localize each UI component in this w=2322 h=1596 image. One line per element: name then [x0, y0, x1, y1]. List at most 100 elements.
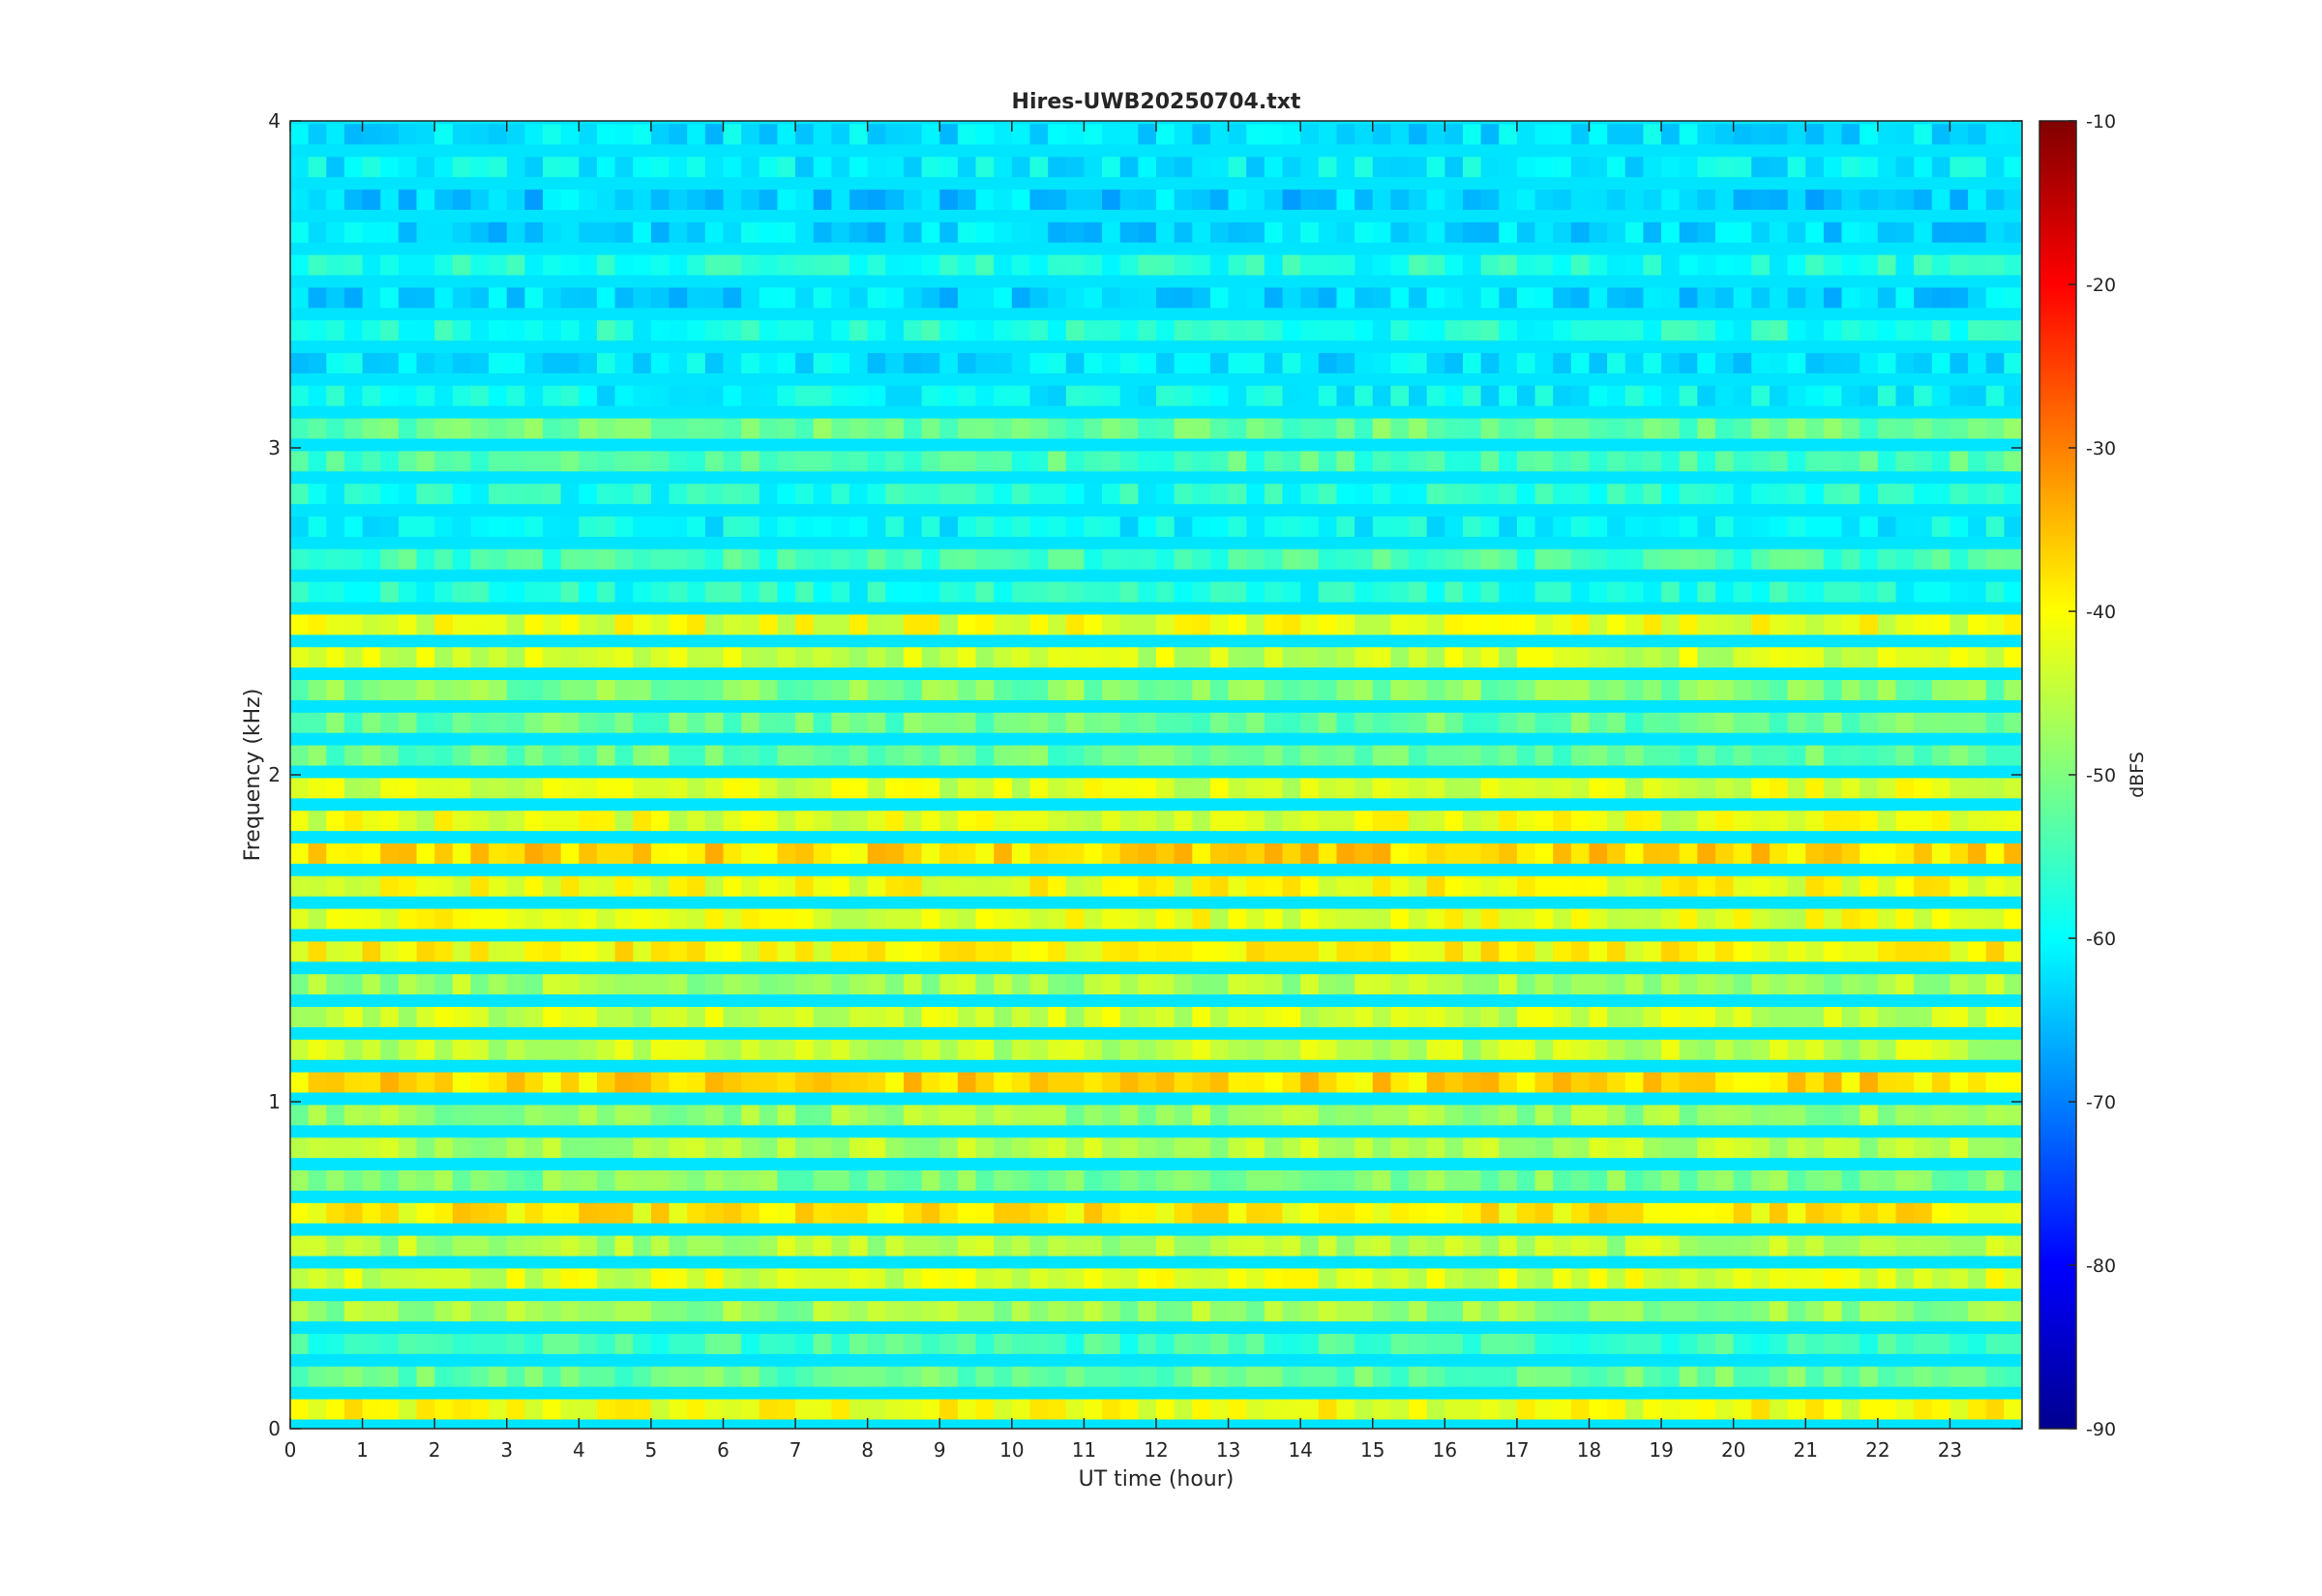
heatmap-cell: [1624, 1301, 1645, 1322]
heatmap-cell: [614, 875, 634, 897]
heatmap-cell: [362, 352, 381, 373]
heatmap-cell: [1156, 1202, 1176, 1224]
heatmap-cell: [416, 516, 435, 537]
heatmap-cell: [1372, 745, 1391, 766]
heatmap-cell: [975, 320, 995, 341]
heatmap-cell: [1715, 974, 1735, 995]
heatmap-cell: [650, 581, 670, 603]
heatmap-cell: [1715, 287, 1735, 309]
heatmap-cell: [1048, 614, 1067, 635]
heatmap-cell: [1084, 614, 1103, 635]
heatmap-cell: [1444, 222, 1464, 243]
heatmap-cell: [1065, 385, 1086, 406]
heatmap-cell: [1246, 1202, 1265, 1224]
heatmap-cell: [489, 941, 508, 962]
heatmap-cell: [1462, 451, 1482, 472]
heatmap-cell: [380, 1366, 400, 1387]
heatmap-cell: [1300, 254, 1320, 276]
heatmap-cell: [380, 157, 400, 178]
heatmap-cell: [633, 352, 652, 373]
heatmap-cell: [308, 451, 327, 472]
heatmap-cell: [687, 647, 706, 668]
heatmap-cell: [1174, 875, 1193, 897]
colorbar-label: dBFS: [2127, 752, 2148, 798]
heatmap-cell: [1300, 1039, 1320, 1060]
heatmap-cell: [1409, 1235, 1428, 1256]
heatmap-cell: [1895, 484, 1915, 505]
heatmap-cell: [506, 712, 525, 733]
heatmap-cell: [380, 484, 400, 505]
heatmap-cell: [939, 189, 959, 210]
heatmap-cell: [759, 254, 779, 276]
heatmap-cell: [1985, 1268, 2005, 1289]
heatmap-cell: [1228, 418, 1247, 439]
heatmap-cell: [1228, 745, 1247, 766]
heatmap-cell: [759, 908, 779, 930]
heatmap-cell: [1950, 1202, 1969, 1224]
heatmap-cell: [579, 451, 598, 472]
heatmap-cell: [975, 1169, 995, 1191]
heatmap-cell: [650, 1268, 670, 1289]
heatmap-cell: [1914, 614, 1933, 635]
heatmap-cell: [1119, 679, 1139, 700]
heatmap-cell: [921, 581, 940, 603]
heatmap-cell: [579, 974, 598, 995]
heatmap-cell: [885, 712, 905, 733]
heatmap-cell: [1499, 320, 1518, 341]
heatmap-cell: [1354, 189, 1374, 210]
heatmap-cell: [1769, 124, 1789, 145]
heatmap-cell: [1300, 222, 1320, 243]
heatmap-cell: [1950, 875, 1969, 897]
heatmap-cell: [903, 320, 923, 341]
heatmap-cell: [1480, 974, 1500, 995]
heatmap-cell: [1228, 1301, 1247, 1322]
heatmap-cell: [434, 189, 454, 210]
heatmap-cell: [1841, 451, 1861, 472]
heatmap-cell: [1264, 254, 1284, 276]
heatmap-cell: [813, 1268, 832, 1289]
heatmap-cell: [1534, 516, 1554, 537]
heatmap-cell: [1950, 1138, 1969, 1159]
heatmap-cell: [1209, 875, 1230, 897]
heatmap-cell: [1914, 647, 1933, 668]
heatmap-cell: [1282, 352, 1301, 373]
heatmap-cell: [1480, 254, 1500, 276]
heatmap-cell: [1860, 1268, 1879, 1289]
heatmap-cell: [777, 581, 796, 603]
heatmap-cell: [1607, 222, 1626, 243]
heatmap-cell: [1823, 222, 1843, 243]
heatmap-cell: [1156, 189, 1176, 210]
heatmap-cell: [759, 1399, 779, 1420]
heatmap-cell: [1733, 647, 1752, 668]
x-axis: 0 1 2 3 4 5 6 7 8 9 10 11 12 13 14 15 16 17 18 19 20 21 22 23: [284, 121, 1962, 1462]
heatmap-cell: [560, 1006, 580, 1027]
heatmap-cell: [1390, 548, 1410, 570]
heatmap-cell: [1336, 287, 1355, 309]
heatmap-cell: [831, 974, 850, 995]
heatmap-cell: [1300, 842, 1320, 864]
heatmap-cell: [398, 1072, 418, 1093]
heatmap-cell: [1751, 418, 1771, 439]
heatmap-cell: [1390, 647, 1410, 668]
heatmap-cell: [687, 1333, 706, 1354]
heatmap-cell: [1409, 516, 1428, 537]
heatmap-cell: [470, 1366, 490, 1387]
heatmap-cell: [1192, 1235, 1211, 1256]
heatmap-cell: [1426, 516, 1445, 537]
heatmap-cell: [1769, 418, 1789, 439]
heatmap-cell: [1607, 189, 1626, 210]
heatmap-cell: [849, 679, 869, 700]
heatmap-cell: [1499, 189, 1518, 210]
heatmap-cell: [741, 941, 760, 962]
heatmap-cell: [560, 1333, 580, 1354]
heatmap-cell: [1138, 778, 1157, 799]
heatmap-cell: [1534, 1039, 1554, 1060]
heatmap-cell: [1985, 842, 2005, 864]
heatmap-cell: [380, 287, 400, 309]
heatmap-cell: [614, 1399, 634, 1420]
heatmap-cell: [795, 614, 815, 635]
heatmap-cell: [1282, 842, 1301, 864]
heatmap-cell: [975, 1105, 995, 1126]
heatmap-cell: [506, 1235, 525, 1256]
heatmap-cell: [1589, 1366, 1608, 1387]
